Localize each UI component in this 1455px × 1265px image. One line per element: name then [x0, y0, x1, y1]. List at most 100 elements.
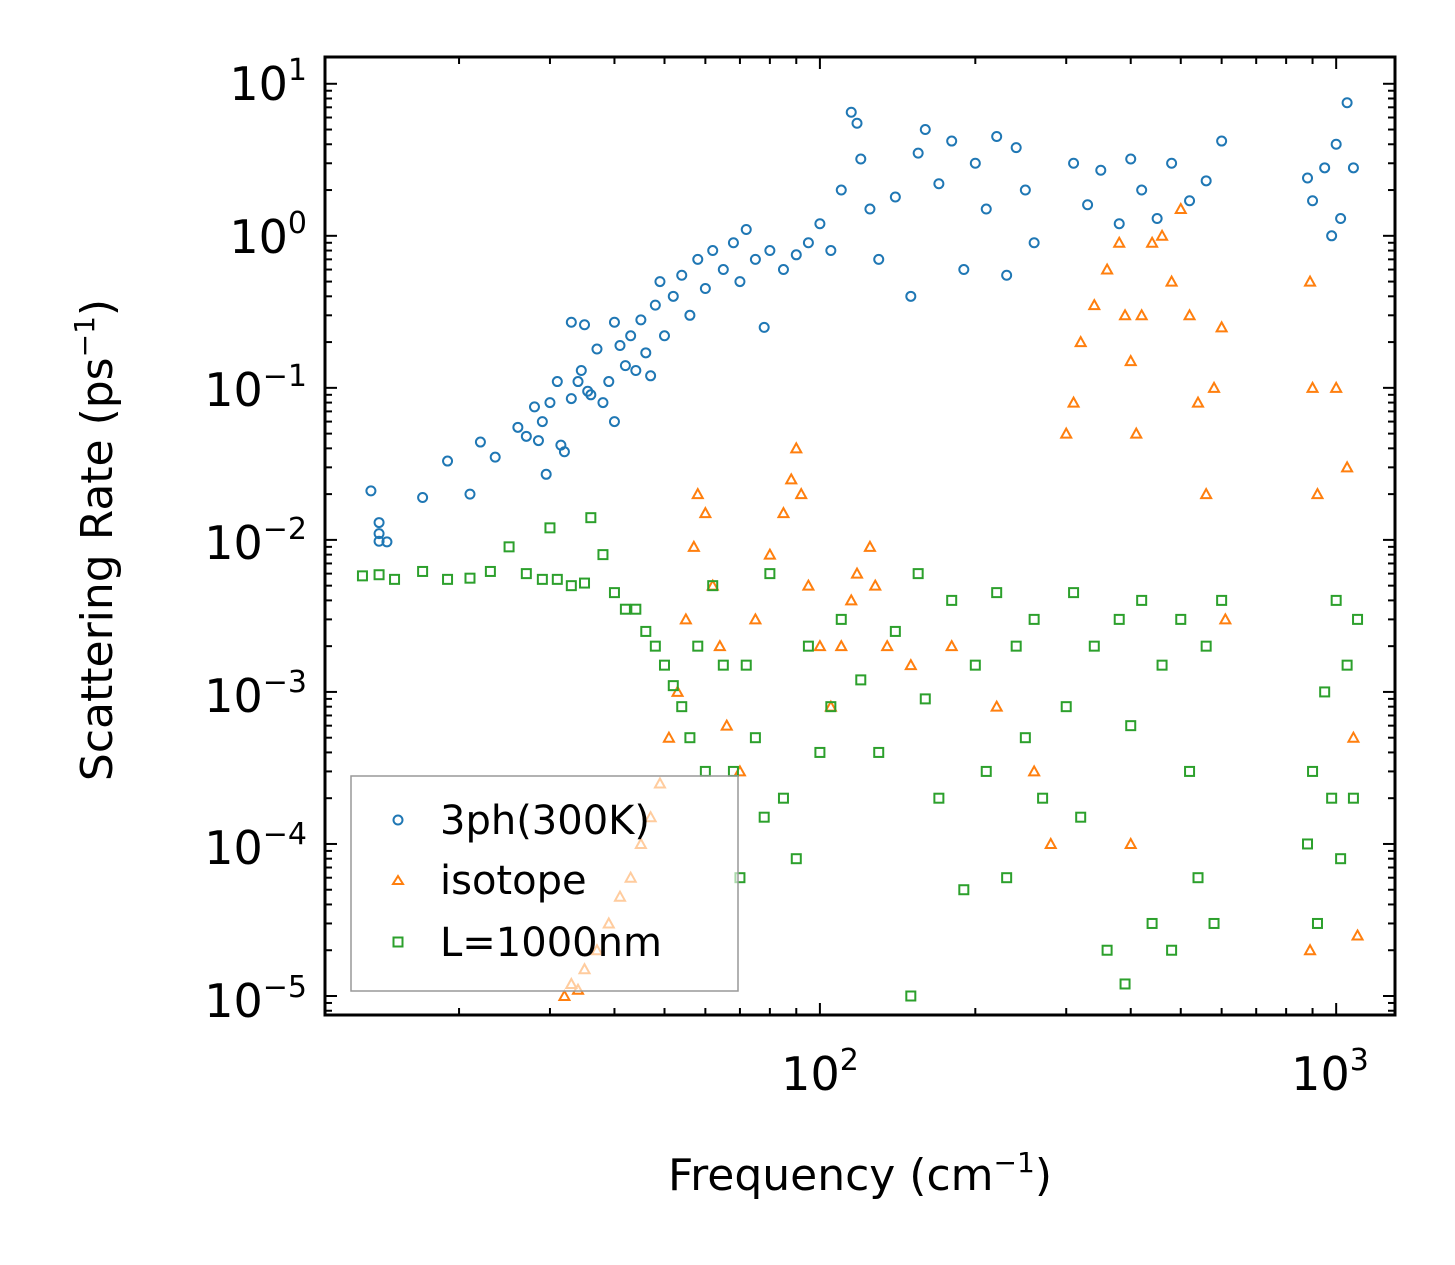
data-point-circle [579, 319, 591, 331]
data-point-square [1352, 613, 1364, 625]
data-point-circle [544, 397, 556, 409]
data-point-triangle [662, 730, 676, 743]
data-point-triangle [1214, 320, 1229, 333]
data-point-square [1156, 659, 1168, 671]
data-point-square [484, 565, 496, 577]
data-point-square [1326, 792, 1338, 804]
data-point-triangle [1350, 928, 1365, 941]
data-point-square [1319, 686, 1331, 698]
y-tick-label-1e-5: 10−5 [204, 970, 307, 1028]
data-point-square [640, 625, 652, 637]
data-point-circle [640, 347, 652, 359]
data-point-square [1113, 613, 1125, 625]
data-point-square [777, 792, 789, 804]
data-point-square [1125, 720, 1137, 732]
data-point-triangle [850, 566, 864, 579]
data-point-circle [381, 536, 393, 548]
data-point-square [855, 674, 867, 686]
legend-box [350, 775, 739, 992]
legend-marker-3ph [392, 814, 404, 826]
data-point-triangle [1066, 395, 1081, 408]
data-point-circle [749, 253, 761, 265]
data-point-circle [692, 253, 704, 265]
data-point-triangle [713, 639, 727, 652]
data-point-square [1019, 732, 1031, 744]
data-point-square [597, 549, 609, 561]
data-point-square [442, 573, 454, 585]
data-point-square [764, 568, 776, 580]
data-point-circle [365, 485, 377, 497]
data-point-circle [603, 376, 615, 388]
data-point-circle [1302, 172, 1314, 184]
data-point-circle [802, 237, 814, 249]
data-point-circle [835, 184, 847, 196]
data-point-square [1330, 594, 1342, 606]
data-point-triangle [1124, 354, 1138, 367]
y-tick-label-1e0: 100 [229, 206, 307, 264]
data-point-circle [790, 249, 802, 261]
data-point-triangle [748, 612, 763, 625]
data-point-triangle [868, 578, 882, 591]
data-point-square [630, 603, 642, 615]
data-point-square [707, 580, 719, 592]
data-point-triangle [1059, 426, 1073, 439]
x-axis-label: Frequency (cm−1) [668, 1146, 1052, 1201]
data-point-circle [551, 376, 563, 388]
data-point-circle [630, 365, 642, 377]
data-point-circle [764, 245, 776, 257]
data-point-circle [1095, 164, 1107, 176]
data-point-square [814, 746, 826, 758]
data-point-square [1347, 792, 1359, 804]
y-tick-label-1e1: 101 [229, 53, 307, 111]
data-point-square [544, 522, 556, 534]
data-point-triangle [763, 547, 777, 560]
data-point-circle [654, 276, 666, 288]
data-point-triangle [1112, 235, 1126, 248]
data-point-circle [864, 203, 876, 215]
data-point-circle [676, 269, 688, 281]
data-point-square [1216, 594, 1228, 606]
data-point-circle [717, 264, 729, 276]
data-point-triangle [1124, 836, 1138, 849]
data-point-square [520, 568, 532, 580]
data-point-square [1119, 978, 1131, 990]
data-point-square [536, 573, 548, 585]
data-point-circle [912, 147, 924, 159]
data-point-triangle [794, 487, 808, 500]
data-point-circle [528, 401, 540, 413]
data-point-circle [649, 299, 661, 311]
data-point-circle [1319, 162, 1331, 174]
legend-label-isotope: isotope [440, 858, 587, 904]
x-tick-label-1000: 103 [1291, 1043, 1369, 1101]
data-point-circle [575, 365, 587, 377]
data-point-circle [825, 245, 837, 257]
data-point-circle [373, 535, 385, 547]
data-point-triangle [720, 718, 734, 731]
data-point-square [1175, 613, 1187, 625]
data-point-square [740, 659, 752, 671]
data-point-square [802, 640, 814, 652]
data-point-triangle [784, 472, 798, 485]
data-point-triangle [1191, 395, 1205, 408]
data-point-square [1166, 944, 1178, 956]
data-point-square [905, 990, 917, 1002]
data-point-triangle [691, 487, 705, 500]
data-point-triangle [1074, 335, 1088, 348]
data-point-circle [969, 157, 981, 169]
data-point-triangle [1100, 262, 1114, 275]
data-point-triangle [776, 506, 791, 519]
data-point-circle [740, 224, 752, 236]
data-point-circle [373, 528, 385, 540]
data-point-square [585, 512, 597, 524]
data-point-circle [991, 130, 1003, 142]
data-point-circle [1330, 138, 1342, 150]
data-point-square [1341, 659, 1353, 671]
legend: 3ph(300K) isotope L=1000nm [350, 775, 739, 992]
data-point-circle [572, 376, 584, 388]
data-point-square [873, 746, 885, 758]
data-point-circle [1341, 97, 1353, 109]
data-point-square [958, 884, 970, 896]
data-point-triangle [1182, 308, 1197, 321]
data-point-circle [1166, 157, 1178, 169]
data-point-square [1208, 917, 1220, 929]
